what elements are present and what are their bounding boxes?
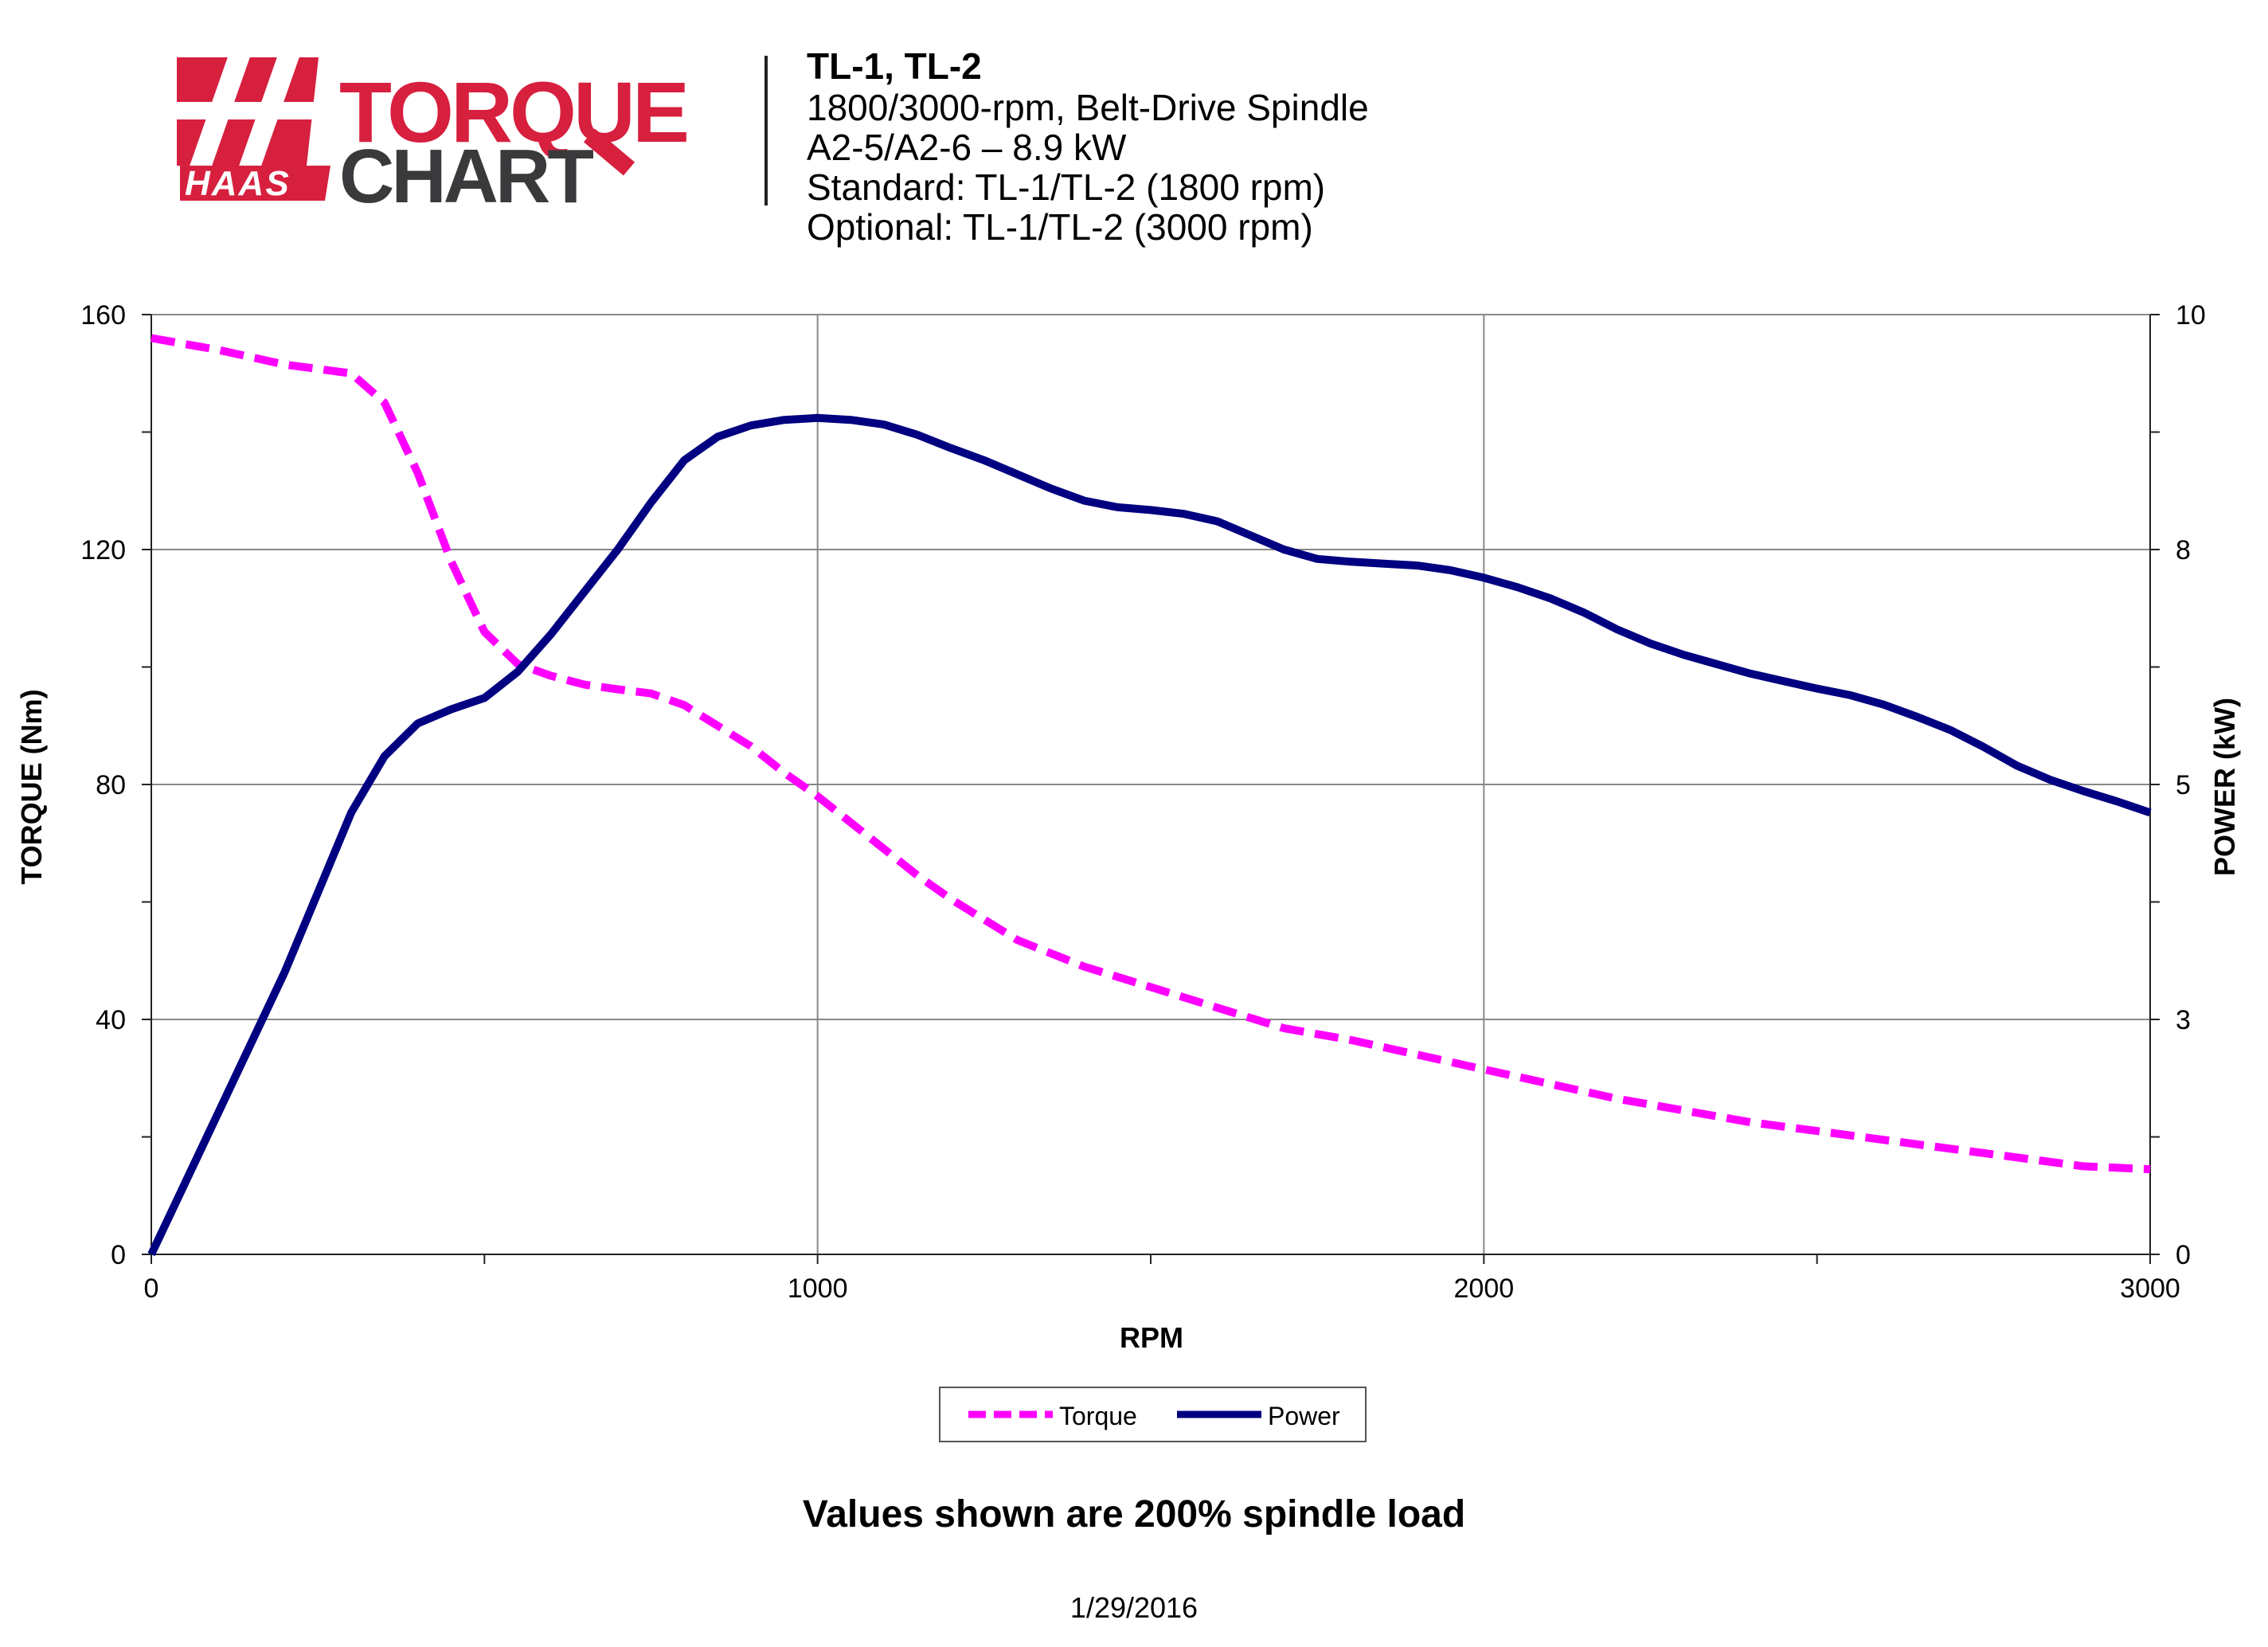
y2-tick-label: 0 [2176,1240,2191,1270]
footnote: Values shown are 200% spindle load [802,1493,1466,1536]
y2-tick-label: 5 [2176,770,2191,800]
axes [142,314,2160,1264]
y2-tick-label: 3 [2176,1005,2191,1035]
torque-series-line [151,334,2151,1174]
y-tick-label: 40 [96,1005,126,1035]
y2-tick-label: 8 [2176,535,2191,565]
logo-h-right-stroke [236,48,303,175]
legend-power-label: Power [1268,1402,1340,1430]
logo-chart-text: CHART [339,134,593,219]
chart-date: 1/29/2016 [1069,1591,1199,1624]
logo-q-tail [583,128,635,176]
x-tick-label: 1000 [788,1273,848,1304]
standard-config: Standard: TL-1/TL-2 (1800 rpm) [807,166,1326,208]
logo-h-left-stroke [186,48,253,175]
logo-brand-text: HAAS [185,164,291,203]
logo-torque-text: TORQUE [339,64,686,160]
y-axis-label: TORQUE (Nm) [15,689,48,884]
logo-h-bar [153,102,334,119]
series-lines [147,334,2152,1257]
x-tick-label: 2000 [1454,1273,1515,1304]
grid-lines [151,314,2150,1254]
haas-torque-chart-logo: HAAS TORQUE CHART [153,48,690,219]
tick-labels: 0 40 80 120 160 0 3 5 8 10 0 1000 2000 3000 [80,300,2206,1304]
x-tick-label: 3000 [2120,1273,2180,1304]
legend-torque-label: Torque [1059,1402,1137,1430]
logo-haas-plate [180,166,330,201]
header-divider [764,56,768,205]
spindle-description: 1800/3000-rpm, Belt-Drive Spindle [807,87,1369,128]
legend: Torque Power [939,1387,1367,1442]
optional-config: Optional: TL-1/TL-2 (3000 rpm) [807,206,1313,248]
chart-title: TL-1, TL-2 [807,45,982,87]
x-tick-label: 0 [144,1273,159,1304]
x-axis-label: RPM [1120,1321,1183,1354]
power-series-line [147,413,2152,1257]
spindle-nose-power: A2-5/A2-6 – 8.9 kW [807,127,1127,168]
y-tick-label: 160 [80,300,126,331]
y-tick-label: 0 [111,1240,126,1270]
y-tick-label: 80 [96,770,126,800]
y-tick-label: 120 [80,535,126,565]
y2-tick-label: 10 [2176,300,2206,331]
y2-axis-label: POWER (kW) [2208,698,2241,876]
